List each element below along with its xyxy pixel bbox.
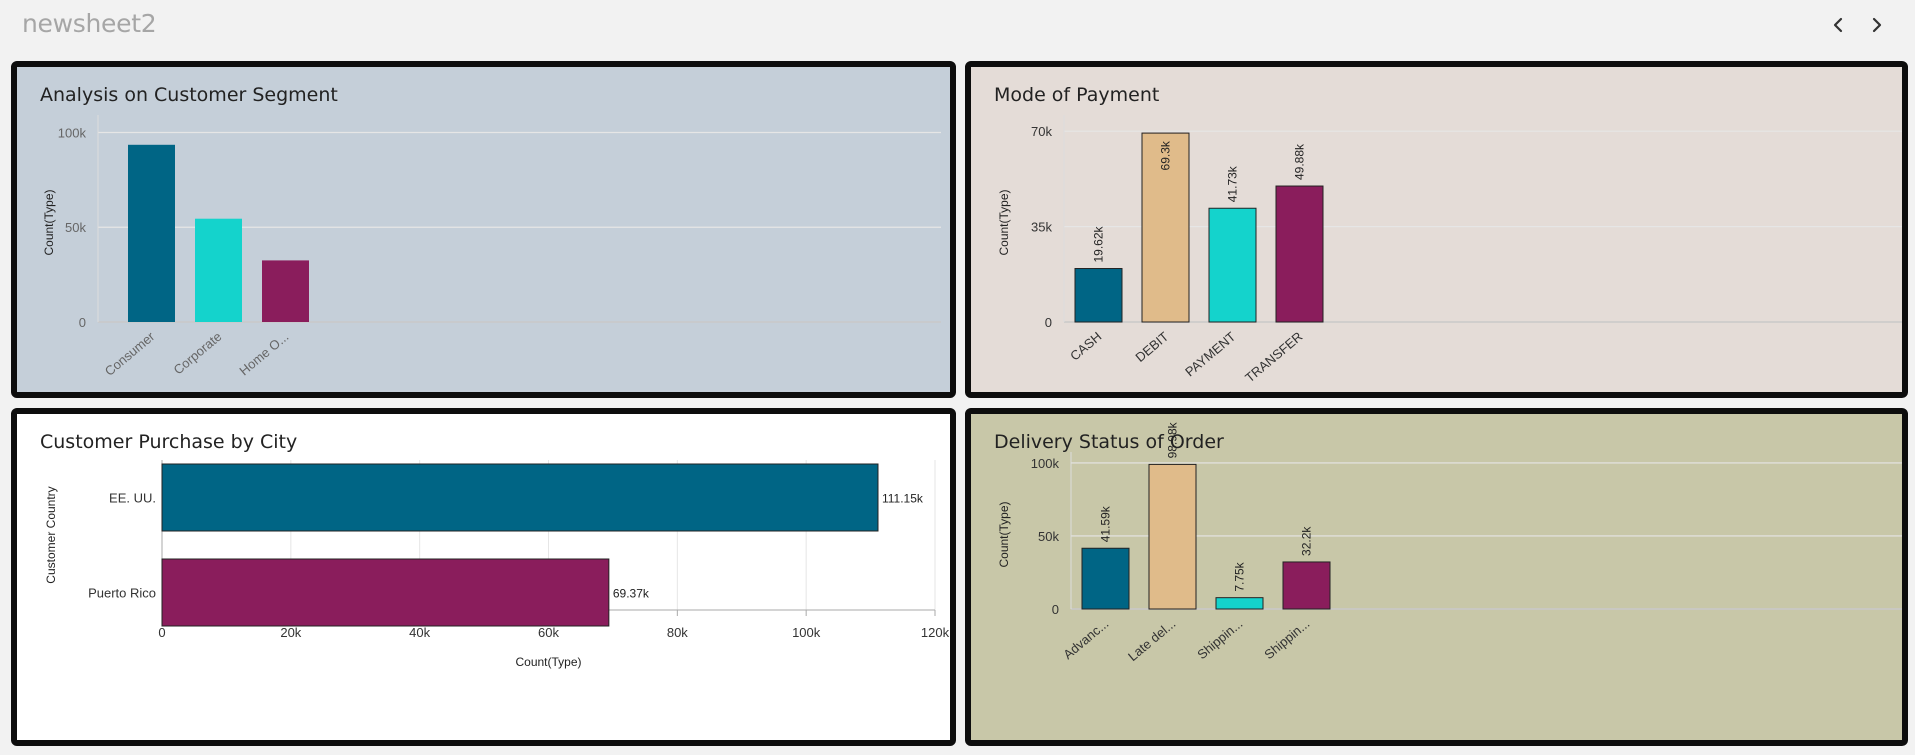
bar bbox=[1275, 185, 1324, 323]
previous-sheet-button[interactable] bbox=[1823, 10, 1853, 40]
customer-segment-chart: 0 50k 100k Count(Type) Consumer Corporate Home… bbox=[42, 115, 941, 379]
data-label: 7.75k bbox=[1233, 561, 1247, 591]
customer-segment-panel[interactable]: Analysis on Customer Segment 0 50k 100k Cou… bbox=[11, 61, 956, 398]
y-axis-label: Count(Type) bbox=[997, 501, 1011, 567]
chart-title: Delivery Status of Order bbox=[994, 431, 1224, 453]
x-tick-label: DEBIT bbox=[1132, 329, 1171, 365]
y-tick-label: 50k bbox=[65, 220, 86, 235]
top-bar: newsheet2 bbox=[0, 0, 1915, 52]
y-tick-label: 35k bbox=[1031, 220, 1052, 235]
y-axis-label: Count(Type) bbox=[42, 189, 56, 255]
y-axis-label: Customer Country bbox=[44, 486, 58, 583]
data-label: 19.62k bbox=[1092, 225, 1106, 262]
bar bbox=[262, 260, 309, 322]
y-axis-label: Count(Type) bbox=[997, 189, 1011, 255]
x-tick-label: 120k bbox=[921, 625, 950, 640]
bar bbox=[161, 463, 879, 532]
x-tick-label: PAYMENT bbox=[1182, 329, 1238, 380]
y-tick-label: 0 bbox=[1045, 315, 1052, 330]
x-tick-label: 60k bbox=[538, 625, 559, 640]
bar bbox=[1208, 207, 1257, 323]
x-tick-label: Late del... bbox=[1125, 616, 1178, 664]
bar bbox=[1141, 132, 1190, 323]
y-tick-label: Puerto Rico bbox=[88, 586, 156, 601]
bar bbox=[1074, 268, 1123, 323]
x-tick-label: Advanc... bbox=[1060, 616, 1111, 662]
bar bbox=[128, 144, 175, 322]
y-tick-label: 70k bbox=[1031, 124, 1052, 139]
delivery-status-chart: 0 50k 100k Count(Type) Advanc... 41.59k Late d… bbox=[997, 421, 1902, 664]
x-tick-label: 80k bbox=[667, 625, 688, 640]
sheet-title: newsheet2 bbox=[22, 9, 157, 38]
data-label: 49.88k bbox=[1293, 143, 1307, 180]
bar bbox=[195, 218, 242, 322]
delivery-status-panel[interactable]: Delivery Status of Order 0 50k 100k Count(T… bbox=[965, 408, 1908, 746]
data-label: 41.73k bbox=[1226, 165, 1240, 202]
x-tick-label: TRANSFER bbox=[1242, 329, 1305, 386]
x-tick-label: Home O... bbox=[236, 329, 291, 379]
chart-title: Mode of Payment bbox=[994, 84, 1160, 106]
x-tick-label: Shippin... bbox=[1261, 616, 1312, 662]
x-tick-label: CASH bbox=[1067, 329, 1104, 364]
x-tick-label: 0 bbox=[158, 625, 165, 640]
bar bbox=[161, 558, 610, 627]
y-tick-label: EE. UU. bbox=[109, 491, 156, 506]
data-label: 98.98k bbox=[1166, 421, 1180, 458]
x-axis-label: Count(Type) bbox=[515, 655, 581, 669]
bar bbox=[1148, 463, 1197, 610]
y-tick-label: 0 bbox=[79, 315, 86, 330]
y-tick-label: 100k bbox=[58, 125, 87, 140]
data-label: 69.37k bbox=[613, 587, 650, 601]
data-label: 111.15k bbox=[882, 492, 924, 506]
mode-of-payment-panel[interactable]: Mode of Payment 0 35k 70k Count(Type) CASH 19… bbox=[965, 61, 1908, 398]
mode-of-payment-chart: 0 35k 70k Count(Type) CASH 19.62k DEBIT 69.3k PA… bbox=[997, 115, 1902, 386]
next-sheet-button[interactable] bbox=[1862, 10, 1892, 40]
chart-title: Customer Purchase by City bbox=[40, 431, 298, 453]
x-tick-label: Consumer bbox=[102, 328, 158, 378]
bar bbox=[1282, 561, 1331, 610]
y-tick-label: 100k bbox=[1031, 456, 1060, 471]
chevron-right-icon bbox=[1872, 17, 1882, 33]
data-label: 32.2k bbox=[1300, 526, 1314, 556]
bar bbox=[1081, 547, 1130, 610]
x-tick-label: Shippin... bbox=[1194, 616, 1245, 662]
y-tick-label: 50k bbox=[1038, 529, 1059, 544]
chevron-left-icon bbox=[1833, 17, 1843, 33]
customer-purchase-by-city-chart: 0 20k 40k 60k 80k 100k 120k EE. UU. 111.15k Puert… bbox=[44, 460, 950, 669]
x-tick-label: 100k bbox=[792, 625, 821, 640]
x-tick-label: Corporate bbox=[170, 329, 224, 378]
data-label: 69.3k bbox=[1159, 140, 1173, 170]
bar bbox=[1215, 597, 1264, 610]
data-label: 41.59k bbox=[1099, 505, 1113, 542]
customer-purchase-by-city-panel[interactable]: Customer Purchase by City 0 20k 40k 60k 80k 1… bbox=[11, 408, 956, 746]
chart-title: Analysis on Customer Segment bbox=[40, 84, 338, 106]
x-tick-label: 40k bbox=[409, 625, 430, 640]
y-tick-label: 0 bbox=[1052, 602, 1059, 617]
x-tick-label: 20k bbox=[280, 625, 301, 640]
